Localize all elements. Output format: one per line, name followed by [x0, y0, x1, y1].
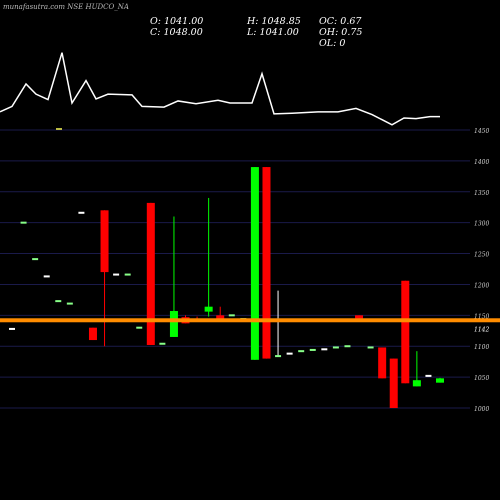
doji-mark [321, 348, 328, 351]
doji-mark [367, 346, 374, 349]
price-line [0, 318, 500, 323]
open-value: O: 1041.00 [150, 16, 204, 27]
doji-mark [309, 348, 316, 351]
candle-body [100, 210, 109, 273]
doji-mark [286, 352, 293, 355]
doji-mark [425, 374, 432, 377]
price-line-label: 1142 [474, 326, 489, 333]
doji-mark [9, 327, 15, 330]
oh-value: OH: 0.75 [319, 27, 363, 38]
close-value: C: 1048.00 [150, 27, 203, 38]
candle-body [146, 202, 155, 345]
candle-body [250, 167, 259, 360]
doji-mark [20, 221, 27, 224]
y-tick-label: 1300 [474, 221, 489, 228]
doji-mark [113, 273, 120, 276]
y-tick-label: 1100 [474, 344, 489, 351]
doji-mark [332, 346, 339, 349]
y-tick-label: 1450 [474, 128, 489, 135]
y-tick-label: 1000 [474, 406, 489, 413]
doji-mark [124, 273, 131, 276]
doji-mark [159, 342, 166, 345]
candle-body [355, 315, 364, 319]
y-tick-label: 1150 [474, 313, 489, 320]
y-tick-label: 1250 [474, 252, 489, 259]
y-tick-label: 1200 [474, 282, 489, 289]
low-value: L: 1041.00 [247, 27, 299, 38]
y-tick-label: 1050 [474, 375, 489, 382]
candle-body [169, 311, 178, 337]
candle-body [412, 380, 421, 387]
doji-mark [78, 211, 85, 214]
doji-mark [32, 258, 39, 261]
candle-body [216, 315, 225, 321]
doji-mark [298, 350, 305, 353]
ol-value: OL: 0 [319, 38, 346, 49]
chart-watermark: munafasutra.com NSE HUDCO_NA [3, 3, 129, 11]
candle-body [204, 306, 213, 312]
candle-body [436, 378, 444, 383]
indicator-line [0, 52, 440, 126]
doji-mark [55, 300, 62, 303]
y-tick-label: 1350 [474, 190, 489, 197]
doji-mark [228, 314, 235, 317]
doji-mark [136, 326, 143, 329]
doji-mark [275, 355, 282, 358]
candle-body [389, 358, 398, 408]
doji-mark [66, 302, 73, 305]
candle-body [262, 167, 271, 359]
y-tick-label: 1400 [474, 159, 489, 166]
candle-body [88, 327, 97, 341]
candle-body [378, 347, 387, 379]
candle-body [401, 280, 410, 384]
oc-value: OC: 0.67 [319, 16, 362, 27]
high-value: H: 1048.85 [247, 16, 301, 27]
doji-mark [344, 345, 351, 348]
doji-mark [43, 275, 50, 278]
